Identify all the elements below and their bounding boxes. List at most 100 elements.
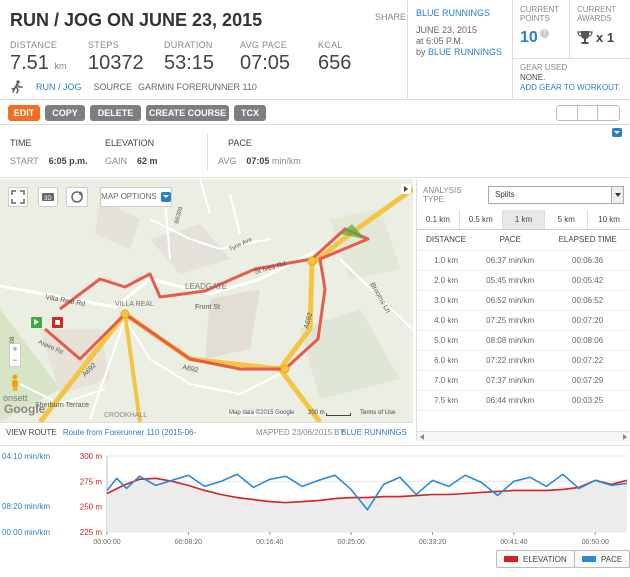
stat-label: DISTANCE [10, 40, 58, 50]
terms-link[interactable]: Terms of Use [360, 410, 396, 416]
map-label-sherburn-terrace: Sherburn Terrace [35, 402, 89, 409]
table-row: 5.0 km 08:08 min/km 00:08:06 [417, 330, 630, 351]
legend-pace-label: PACE [601, 554, 623, 564]
zoom-out-icon[interactable]: − [12, 355, 18, 365]
analysis-type-label: ANALYSIS TYPE: [423, 186, 462, 204]
tab-0-5-km[interactable]: 0.5 km [460, 210, 503, 229]
add-gear-link[interactable]: ADD GEAR TO WORKOUT. [520, 83, 621, 92]
route-link[interactable]: Route from Forerunner 110 (2015-06- [62, 428, 197, 437]
split-pace: 06:44 min/km [475, 390, 546, 411]
table-row: 6.0 km 07:22 min/km 00:07:22 [417, 350, 630, 371]
split-pace: 05:45 min/km [475, 270, 546, 291]
tab-0-1-km[interactable]: 0.1 km [417, 210, 460, 229]
activity-details: TIME START 6:05 p.m. ELEVATION GAIN 62 m P… [0, 126, 630, 178]
table-row: 7.5 km 06:44 min/km 00:03:25 [417, 390, 630, 411]
stat-label: STEPS [88, 40, 120, 50]
rotate-icon[interactable] [66, 187, 88, 207]
svg-text:CROOKHALL: CROOKHALL [104, 412, 147, 419]
collapse-icon[interactable] [612, 128, 622, 137]
select-arrow-icon [611, 187, 623, 203]
elevation-tick-label: 300 m [80, 452, 103, 461]
pegman-icon[interactable] [9, 374, 21, 392]
split-elapsed: 00:06:52 [545, 290, 630, 311]
col-distance: DISTANCE [417, 230, 476, 251]
x-tick-label: 00:41:40 [500, 539, 527, 546]
zoom-in-icon[interactable]: + [12, 344, 18, 354]
x-tick-label: 00:33:20 [419, 539, 446, 546]
map-label-crookhall: CROOKHALL [104, 412, 147, 419]
mapped-label: MAPPED 23/06/2015 BY [256, 428, 345, 437]
share-group-link[interactable]: BLUE RUNNINGS [416, 8, 491, 18]
svg-text:A692: A692 [182, 364, 200, 374]
edit-button[interactable]: EDIT [8, 105, 40, 121]
awards-label-2: AWARDS [577, 14, 612, 23]
pace-swatch [582, 556, 596, 562]
tab-5-km[interactable]: 5 km [545, 210, 589, 229]
split-pace: 06:37 min/km [475, 250, 546, 271]
horizontal-scrollbar[interactable] [417, 431, 630, 441]
tcx-button[interactable]: TCX [234, 105, 266, 121]
split-pace: 07:25 min/km [475, 310, 546, 331]
splits-table: DISTANCE PACE ELAPSED TIME 1.0 km 06:37 m… [417, 230, 630, 411]
stat-value: 7.51 [10, 52, 49, 74]
gear-value: NONE. [520, 73, 546, 82]
route-footer: VIEW ROUTE Route from Forerunner 110 (20… [0, 422, 413, 442]
view-toggle[interactable] [556, 105, 620, 121]
elevation-series-line [106, 477, 628, 504]
share-by-link[interactable]: BLUE RUNNINGS [428, 47, 503, 57]
gain-label: GAIN [105, 156, 128, 166]
stat-unit: km [54, 61, 67, 71]
fullscreen-icon[interactable] [8, 187, 28, 207]
split-distance: 3.0 km [417, 290, 476, 311]
tab-1-km[interactable]: 1 km [502, 210, 546, 229]
split-distance: 7.0 km [417, 370, 476, 391]
table-row: 7.0 km 07:37 min/km 00:07:29 [417, 370, 630, 391]
copy-button[interactable]: COPY [45, 105, 85, 121]
3d-icon[interactable]: 3D [38, 187, 58, 207]
elevation-tick-label: 225 m [80, 528, 103, 537]
chart-plot: 300 m 275 m 250 m 225 m 04:10 min/km 08:20 mi… [2, 452, 628, 546]
share-time: at 6:05 P.M. [416, 36, 464, 46]
expand-panel-icon[interactable] [401, 184, 411, 194]
pace-heading: PACE [228, 138, 252, 148]
splits-panel: ANALYSIS TYPE: Splits 0.1 km 0.5 km 1 km… [416, 179, 630, 441]
stat-kcal: KCAL 656 [318, 40, 351, 75]
zoom-control[interactable]: + − [9, 343, 21, 367]
svg-text:Sherburn Terrace: Sherburn Terrace [35, 402, 89, 409]
analysis-type-select[interactable]: Splits [488, 186, 624, 204]
svg-text:onsett: onsett [3, 393, 28, 403]
stat-value: 53:15 [164, 52, 215, 74]
avg-value: 07:05 [246, 156, 270, 166]
stat-value: 656 [318, 52, 352, 74]
chevron-down-icon [160, 191, 171, 202]
time-heading: TIME [10, 138, 32, 148]
split-elapsed: 00:08:06 [545, 330, 630, 351]
svg-text:A692: A692 [303, 312, 314, 330]
current-points: CURRENT POINTS 10 ? [513, 0, 570, 58]
mapped-by-link[interactable]: BLUE RUNNINGS [341, 428, 407, 437]
pace-series-line [106, 473, 628, 511]
create-course-button[interactable]: CREATE COURSE [146, 105, 229, 121]
map-options-dropdown[interactable]: MAP OPTIONS [100, 187, 172, 207]
map-label-a692-c: A692 [303, 312, 314, 330]
split-elapsed: 00:03:25 [545, 390, 630, 411]
split-pace: 07:37 min/km [475, 370, 546, 391]
map-label-leadgate: LEADGATE [185, 282, 227, 291]
avg-unit: min/km [271, 156, 301, 166]
split-distance: 5.0 km [417, 330, 476, 351]
help-icon[interactable]: ? [540, 29, 550, 38]
map-label-villa-real: VILLA REAL [115, 301, 154, 308]
col-pace: PACE [475, 230, 546, 251]
x-tick-label: 00:08:20 [175, 539, 202, 546]
elevation-area [107, 478, 627, 532]
sport-type-link[interactable]: RUN / JOG [36, 82, 82, 92]
route-map[interactable]: LEADGATE VILLA REAL Villa Real Rd Front … [0, 179, 413, 422]
x-tick-label: 00:25:00 [338, 539, 365, 546]
tab-10-km[interactable]: 10 km [598, 215, 620, 224]
legend-pace[interactable]: PACE [574, 550, 630, 568]
legend-elevation[interactable]: ELEVATION [496, 550, 575, 568]
elevation-pace-chart: 300 m 275 m 250 m 225 m 04:10 min/km 08:20 mi… [0, 445, 630, 577]
source-value: GARMIN FORERUNNER 110 [138, 82, 257, 92]
delete-button[interactable]: DELETE [90, 105, 141, 121]
elevation-heading: ELEVATION [105, 138, 155, 148]
